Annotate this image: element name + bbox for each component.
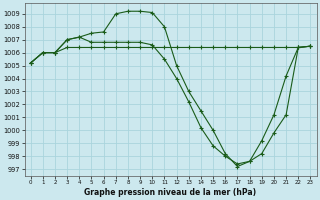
X-axis label: Graphe pression niveau de la mer (hPa): Graphe pression niveau de la mer (hPa) [84,188,257,197]
